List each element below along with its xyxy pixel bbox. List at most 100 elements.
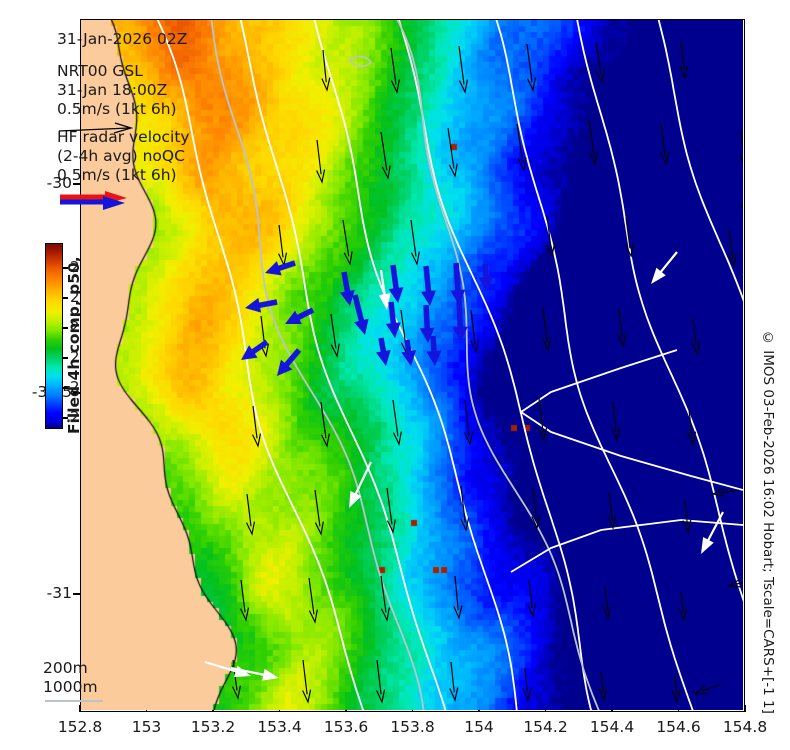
gsl-velocity-arrow [458,45,468,94]
gsl-velocity-arrow [739,129,743,164]
gsl-velocity-arrow [449,661,459,702]
y-axis-tick-label: -31 [46,584,72,602]
map-panel[interactable] [80,19,745,712]
gsl-velocity-arrow [531,487,541,530]
hf-reference-arrow-icon [60,191,127,210]
hf-radar-velocity-arrow [426,335,442,366]
gsl-velocity-arrow [460,485,470,532]
hf-radar-velocity-arrow [340,271,355,306]
gsl-velocity-arrow [231,659,241,700]
colorbar-tick-mark [63,417,68,419]
x-axis-tick-mark [744,705,746,712]
colorbar-tick-mark [63,357,68,359]
gsl-velocity-arrow [611,401,621,442]
gsl-velocity-arrow [711,487,740,497]
gsl-velocity-arrow [390,47,400,94]
x-axis-tick-label: 153.4 [257,718,302,736]
gsl-velocity-arrow [376,659,386,704]
gsl-velocity-arrow [679,41,689,80]
x-axis-tick-label: 154.2 [523,718,568,736]
bathymetry-contour-200m [495,20,694,710]
hf-radar-velocity-arrow [277,348,302,376]
reference-white-arrow [651,251,678,284]
reference-white-arrow [230,666,279,681]
x-axis-tick-label: 154.8 [722,718,768,736]
hf-radar-velocity-arrow [419,304,435,343]
gsl-velocity-arrow [598,671,608,702]
gsl-velocity-arrow [607,491,617,530]
hf-radar-velocity-arrow [241,339,269,360]
gsl-velocity-arrow [392,399,402,446]
bathymetry-contour-1000m [210,20,425,710]
bathymetry-contour-200m [239,20,447,710]
x-axis-tick-label: 154.6 [656,718,701,736]
gsl-velocity-arrow [660,123,670,166]
gsl-velocity-arrow [447,127,458,178]
gsl-velocity-arrow [671,675,681,704]
gsl-velocity-arrow [380,575,390,622]
gsl-velocity-arrow [260,315,270,358]
gsl-legend-line: 0.5m/s (1kt 6h) [57,100,177,118]
y-axis-tick-label: -30 [46,174,72,192]
colorbar-gradient [46,244,62,428]
bathymetry-contour-200m [156,20,365,710]
bathymetry-contour-200m [313,20,518,710]
gsl-velocity-arrow [526,43,536,92]
hf-radar-velocity-arrow [285,307,315,324]
colorbar-tick-mark [63,327,68,329]
gsl-velocity-arrow [678,591,688,622]
x-axis-tick-label: 154 [464,718,494,736]
gsl-velocity-arrow [464,399,474,446]
x-axis-tick-label: 152.8 [57,718,103,736]
y-axis-tick-mark [73,183,80,185]
depth-label-200m: 200m [43,659,88,677]
hf-radar-velocity-arrow [375,337,391,366]
gsl-velocity-arrow [595,41,605,84]
gsl-velocity-arrow [278,224,288,267]
hf-legend-line: 0.5m/s (1kt 6h) [57,166,177,184]
colorbar-tick-mark [63,267,68,269]
bathymetry-contour-1000m [347,55,373,68]
gsl-velocity-arrow [330,313,340,358]
y-axis-tick-mark [73,392,80,394]
bathymetry-contour-200m [576,20,743,602]
copyright-credit: © IMOS 03-Feb-2026 16:02 Hobart; Tscale=… [760,330,776,714]
hf-legend-line: (2-4h avg) noQC [57,147,185,165]
reference-white-arrow [701,511,724,554]
x-axis-tick-label: 153 [131,718,162,736]
gsl-velocity-arrow [617,307,627,348]
gsl-velocity-arrow [453,575,463,620]
gsl-velocity-arrow [546,215,556,258]
gsl-legend-text: NRT00 GSL 31-Jan 18:00Z 0.5m/s (1kt 6h) [57,62,177,119]
gsl-velocity-arrow [727,578,743,588]
hf-radar-velocity-arrow [385,301,401,338]
depth-contour-legend: 200m 1000m [43,659,98,697]
gsl-velocity-arrow [542,307,552,352]
gsl-velocity-arrow [727,229,737,268]
gsl-velocity-arrow [516,123,527,172]
hf-legend-line: HF radar velocity [57,128,190,146]
depth-1000m-line-swatch [45,700,103,702]
colorbar-tick-mark [63,387,68,389]
x-axis-tick-label: 153.8 [390,718,435,736]
gsl-velocity-arrow [314,489,324,536]
gsl-velocity-arrow [302,659,312,704]
gsl-velocity-arrow [538,397,548,442]
gsl-velocity-arrow [386,487,396,534]
hf-radar-velocity-arrow [478,263,494,292]
gsl-velocity-arrow [588,119,598,166]
bathymetry-contour-200m [510,519,743,573]
gsl-velocity-arrow [410,219,420,266]
date-stamp: 31-Jan-2026 02Z [57,30,188,48]
hf-radar-velocity-arrow [421,265,436,306]
bathymetry-contour-200m [519,349,743,491]
reference-white-arrow [204,660,251,678]
hf-radar-velocity-arrow [245,297,278,313]
gsl-velocity-arrow [522,667,532,702]
hf-radar-velocity-arrow [450,262,466,305]
gsl-velocity-arrow [320,401,330,448]
reference-white-arrow [378,269,391,310]
bathymetry-contour-200m [657,20,743,302]
gsl-velocity-arrow [682,499,692,534]
colorbar [45,243,63,429]
